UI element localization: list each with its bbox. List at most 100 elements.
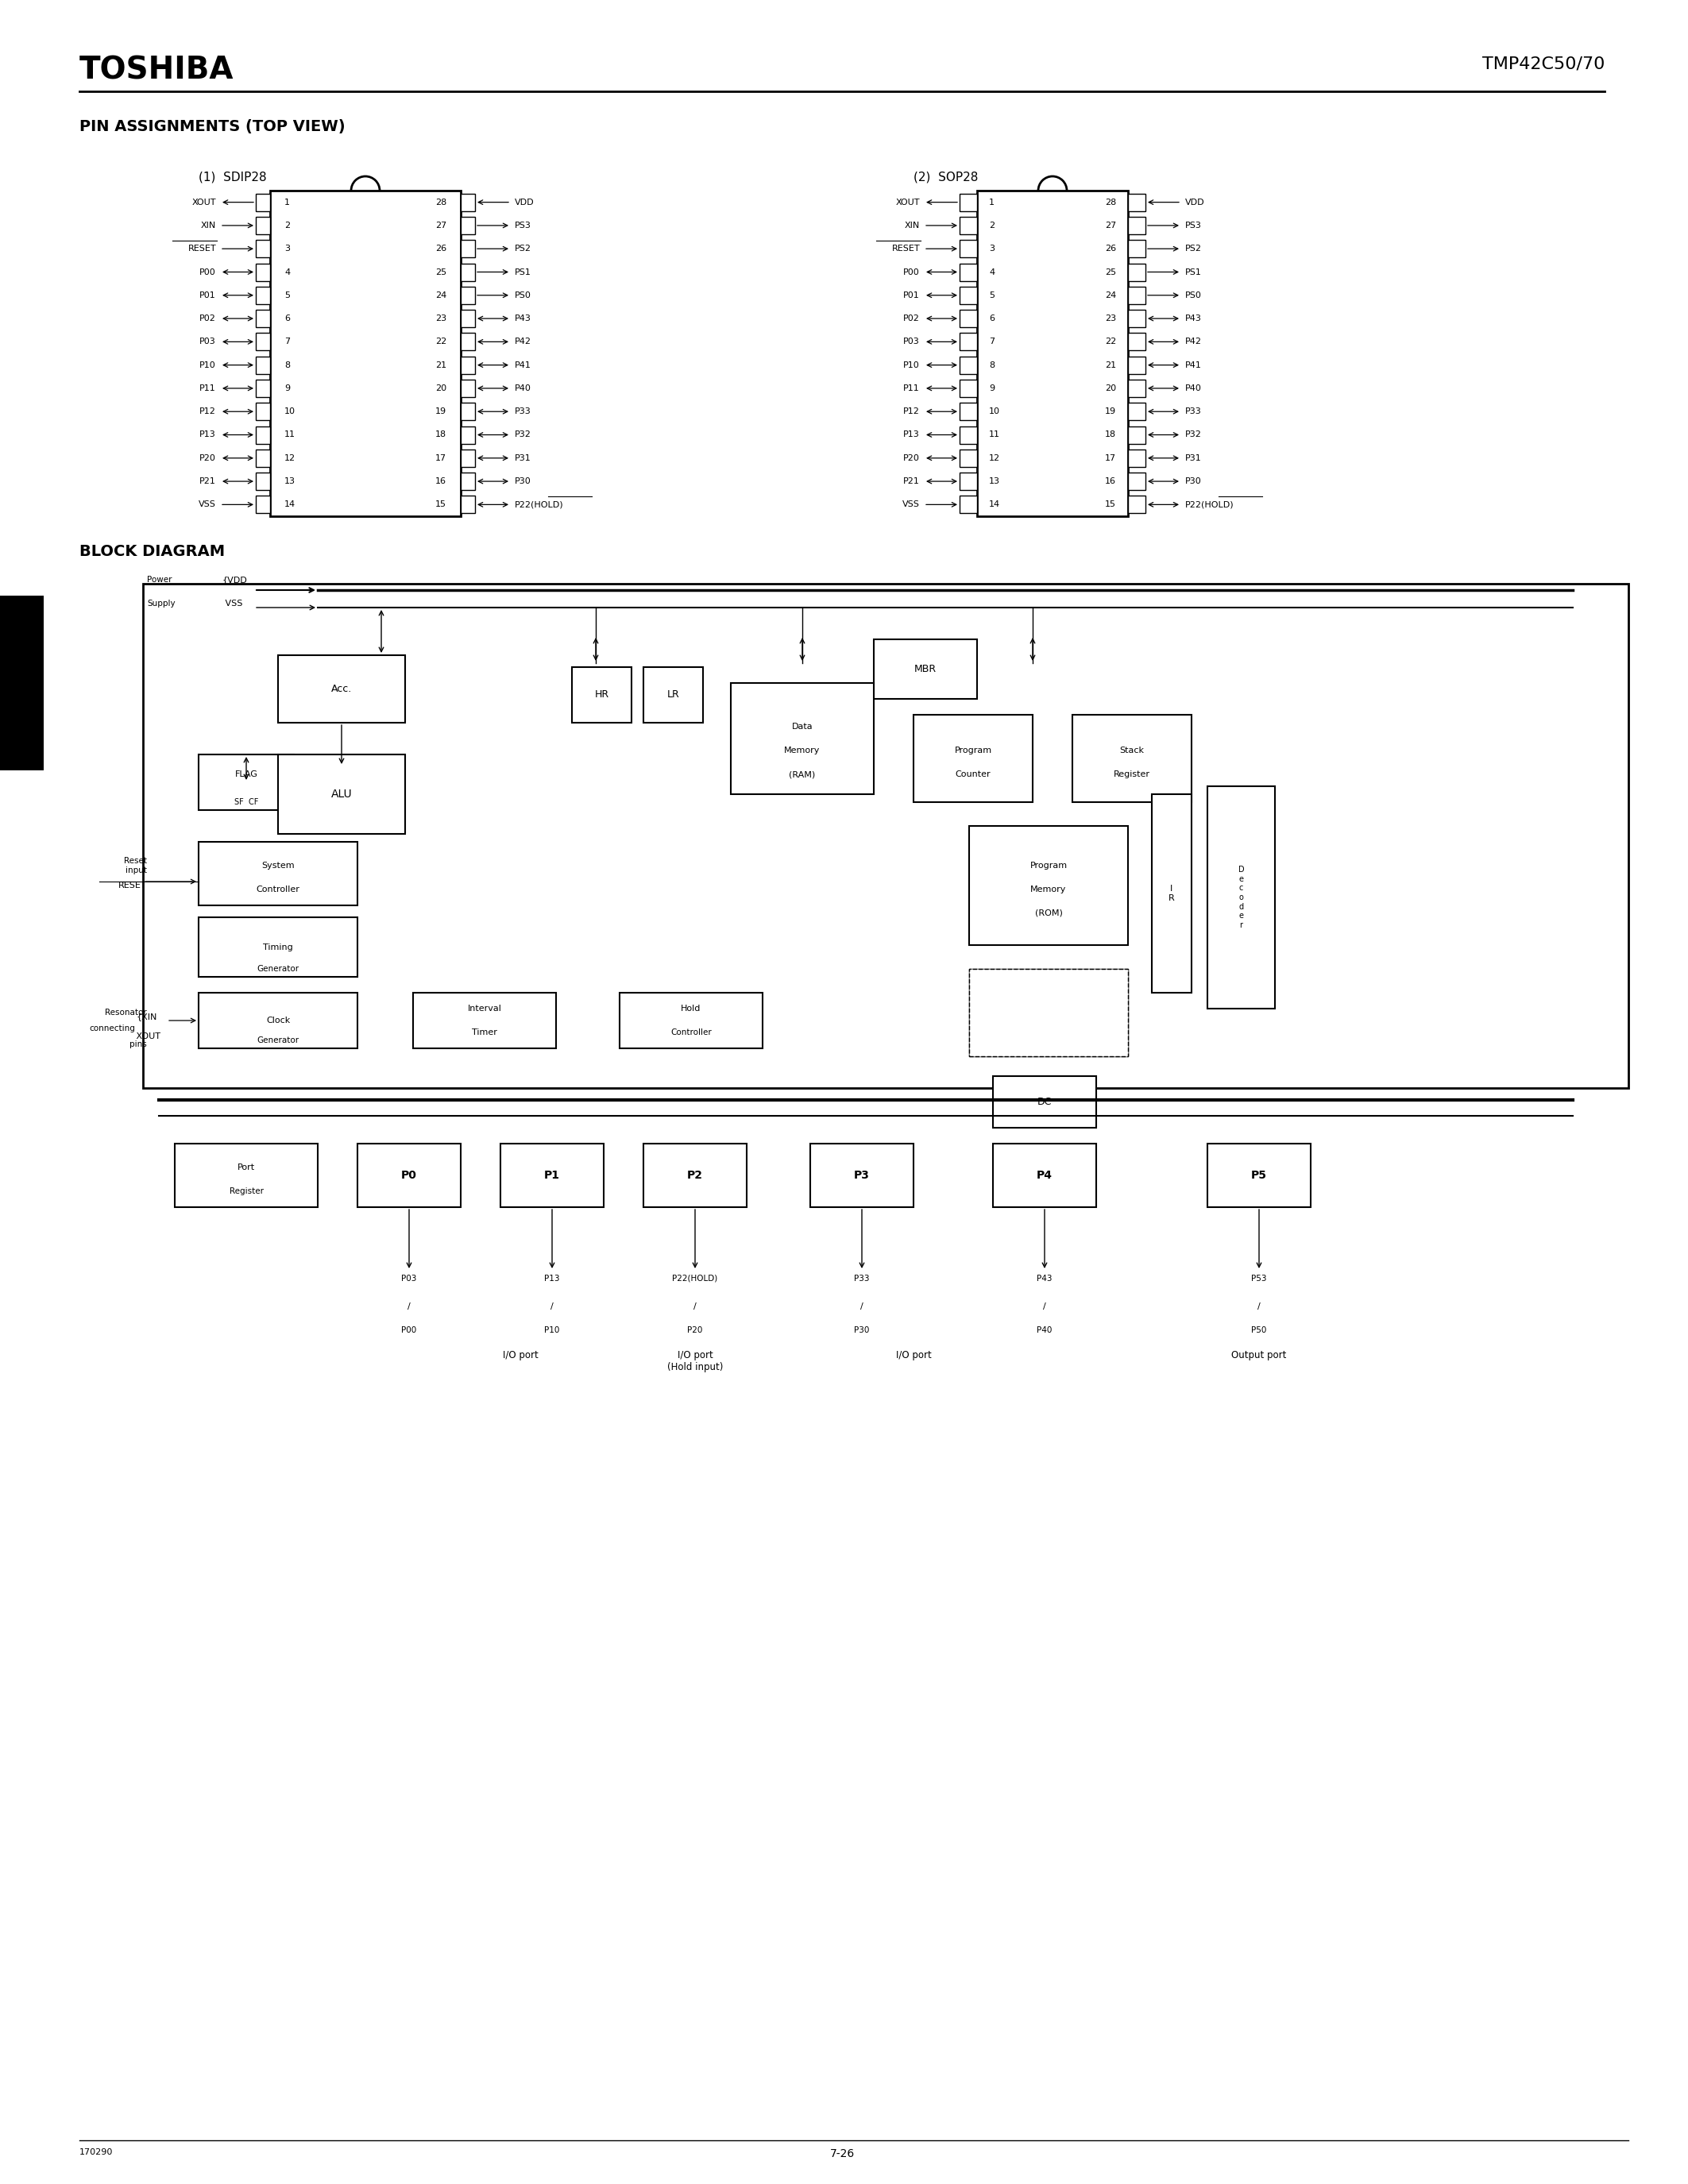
Bar	[0, 596, 44, 771]
Text: 12: 12	[989, 454, 1001, 463]
Text: 13: 13	[284, 478, 295, 485]
Bar	[500, 1144, 604, 1208]
Text: 7-26: 7-26	[829, 2149, 854, 2160]
Text: 5: 5	[284, 290, 290, 299]
Text: P33: P33	[854, 1275, 869, 1282]
Text: P20: P20	[687, 1326, 702, 1334]
Text: MBR: MBR	[915, 664, 937, 675]
Text: /: /	[1258, 1302, 1261, 1310]
Text: RESET: RESET	[891, 245, 920, 253]
Text: 20: 20	[1106, 384, 1116, 393]
Text: P13: P13	[199, 430, 216, 439]
Text: XOUT: XOUT	[192, 199, 216, 205]
Text: Register: Register	[230, 1188, 263, 1195]
Bar	[199, 994, 358, 1048]
Text: P21: P21	[199, 478, 216, 485]
Bar	[176, 1144, 317, 1208]
Bar	[1128, 356, 1146, 373]
Text: P42: P42	[515, 339, 532, 345]
Text: 22: 22	[1104, 339, 1116, 345]
Text: 2: 2	[989, 221, 994, 229]
Text: P30: P30	[1185, 478, 1202, 485]
Text: I/O port: I/O port	[503, 1350, 538, 1361]
Text: Memory: Memory	[1030, 885, 1067, 893]
Text: 6: 6	[284, 314, 290, 323]
Text: P33: P33	[1185, 408, 1202, 415]
Text: 11: 11	[989, 430, 999, 439]
Bar	[959, 286, 977, 304]
Text: 14: 14	[989, 500, 1001, 509]
Text: P41: P41	[515, 360, 532, 369]
Text: 23: 23	[436, 314, 446, 323]
Bar	[1128, 310, 1146, 328]
Text: 14: 14	[284, 500, 295, 509]
Text: 27: 27	[1104, 221, 1116, 229]
Text: P30: P30	[515, 478, 532, 485]
Bar	[959, 216, 977, 234]
Text: FLAG: FLAG	[235, 771, 258, 778]
Bar	[959, 380, 977, 397]
Text: P40: P40	[1185, 384, 1202, 393]
Bar	[1128, 264, 1146, 282]
Bar	[257, 332, 270, 349]
Text: Acc.: Acc.	[331, 684, 353, 695]
Bar	[461, 240, 474, 258]
Text: PS1: PS1	[1185, 269, 1202, 275]
Text: 18: 18	[436, 430, 446, 439]
Text: P11: P11	[199, 384, 216, 393]
Bar	[959, 332, 977, 349]
Text: 7: 7	[989, 339, 994, 345]
Text: PS2: PS2	[515, 245, 532, 253]
Text: 13: 13	[989, 478, 999, 485]
Bar	[1151, 795, 1192, 994]
Text: P41: P41	[1185, 360, 1202, 369]
Text: Interval: Interval	[468, 1005, 501, 1013]
Text: Hold: Hold	[680, 1005, 701, 1013]
Text: 28: 28	[436, 199, 446, 205]
Text: P22(HOLD): P22(HOLD)	[1185, 500, 1234, 509]
Text: RESET: RESET	[187, 245, 216, 253]
Text: P43: P43	[1185, 314, 1202, 323]
Bar	[969, 970, 1128, 1057]
Text: 3: 3	[989, 245, 994, 253]
Text: Stack: Stack	[1119, 747, 1144, 753]
Text: 15: 15	[436, 500, 446, 509]
Text: 27: 27	[436, 221, 446, 229]
Text: 20: 20	[436, 384, 446, 393]
Text: 8: 8	[284, 360, 290, 369]
Text: 18: 18	[1106, 430, 1116, 439]
Text: 23: 23	[1106, 314, 1116, 323]
Text: P01: P01	[199, 290, 216, 299]
Bar	[461, 472, 474, 489]
Text: P03: P03	[199, 339, 216, 345]
Bar	[993, 1144, 1096, 1208]
Bar	[1128, 450, 1146, 467]
Text: P22(HOLD): P22(HOLD)	[515, 500, 564, 509]
Bar	[461, 450, 474, 467]
Bar	[959, 264, 977, 282]
Text: P31: P31	[1185, 454, 1202, 463]
Bar	[643, 666, 702, 723]
Text: 26: 26	[436, 245, 446, 253]
Text: Generator: Generator	[257, 965, 299, 972]
Bar	[461, 216, 474, 234]
Bar	[959, 240, 977, 258]
Text: Output port: Output port	[1232, 1350, 1286, 1361]
Bar	[199, 841, 358, 906]
Text: P12: P12	[199, 408, 216, 415]
Text: {XIN: {XIN	[137, 1013, 157, 1020]
Text: 26: 26	[1106, 245, 1116, 253]
Text: Timer: Timer	[473, 1029, 498, 1037]
Text: (RAM): (RAM)	[788, 771, 815, 778]
Text: ALU: ALU	[331, 788, 353, 799]
Text: XIN: XIN	[905, 221, 920, 229]
Text: Program: Program	[1030, 863, 1067, 869]
Bar	[461, 426, 474, 443]
Bar	[461, 402, 474, 419]
Text: {VDD: {VDD	[223, 577, 248, 583]
Text: (2)  SOP28: (2) SOP28	[913, 170, 977, 183]
Text: P32: P32	[1185, 430, 1202, 439]
Text: 9: 9	[989, 384, 994, 393]
Bar	[257, 426, 270, 443]
Text: XIN: XIN	[201, 221, 216, 229]
